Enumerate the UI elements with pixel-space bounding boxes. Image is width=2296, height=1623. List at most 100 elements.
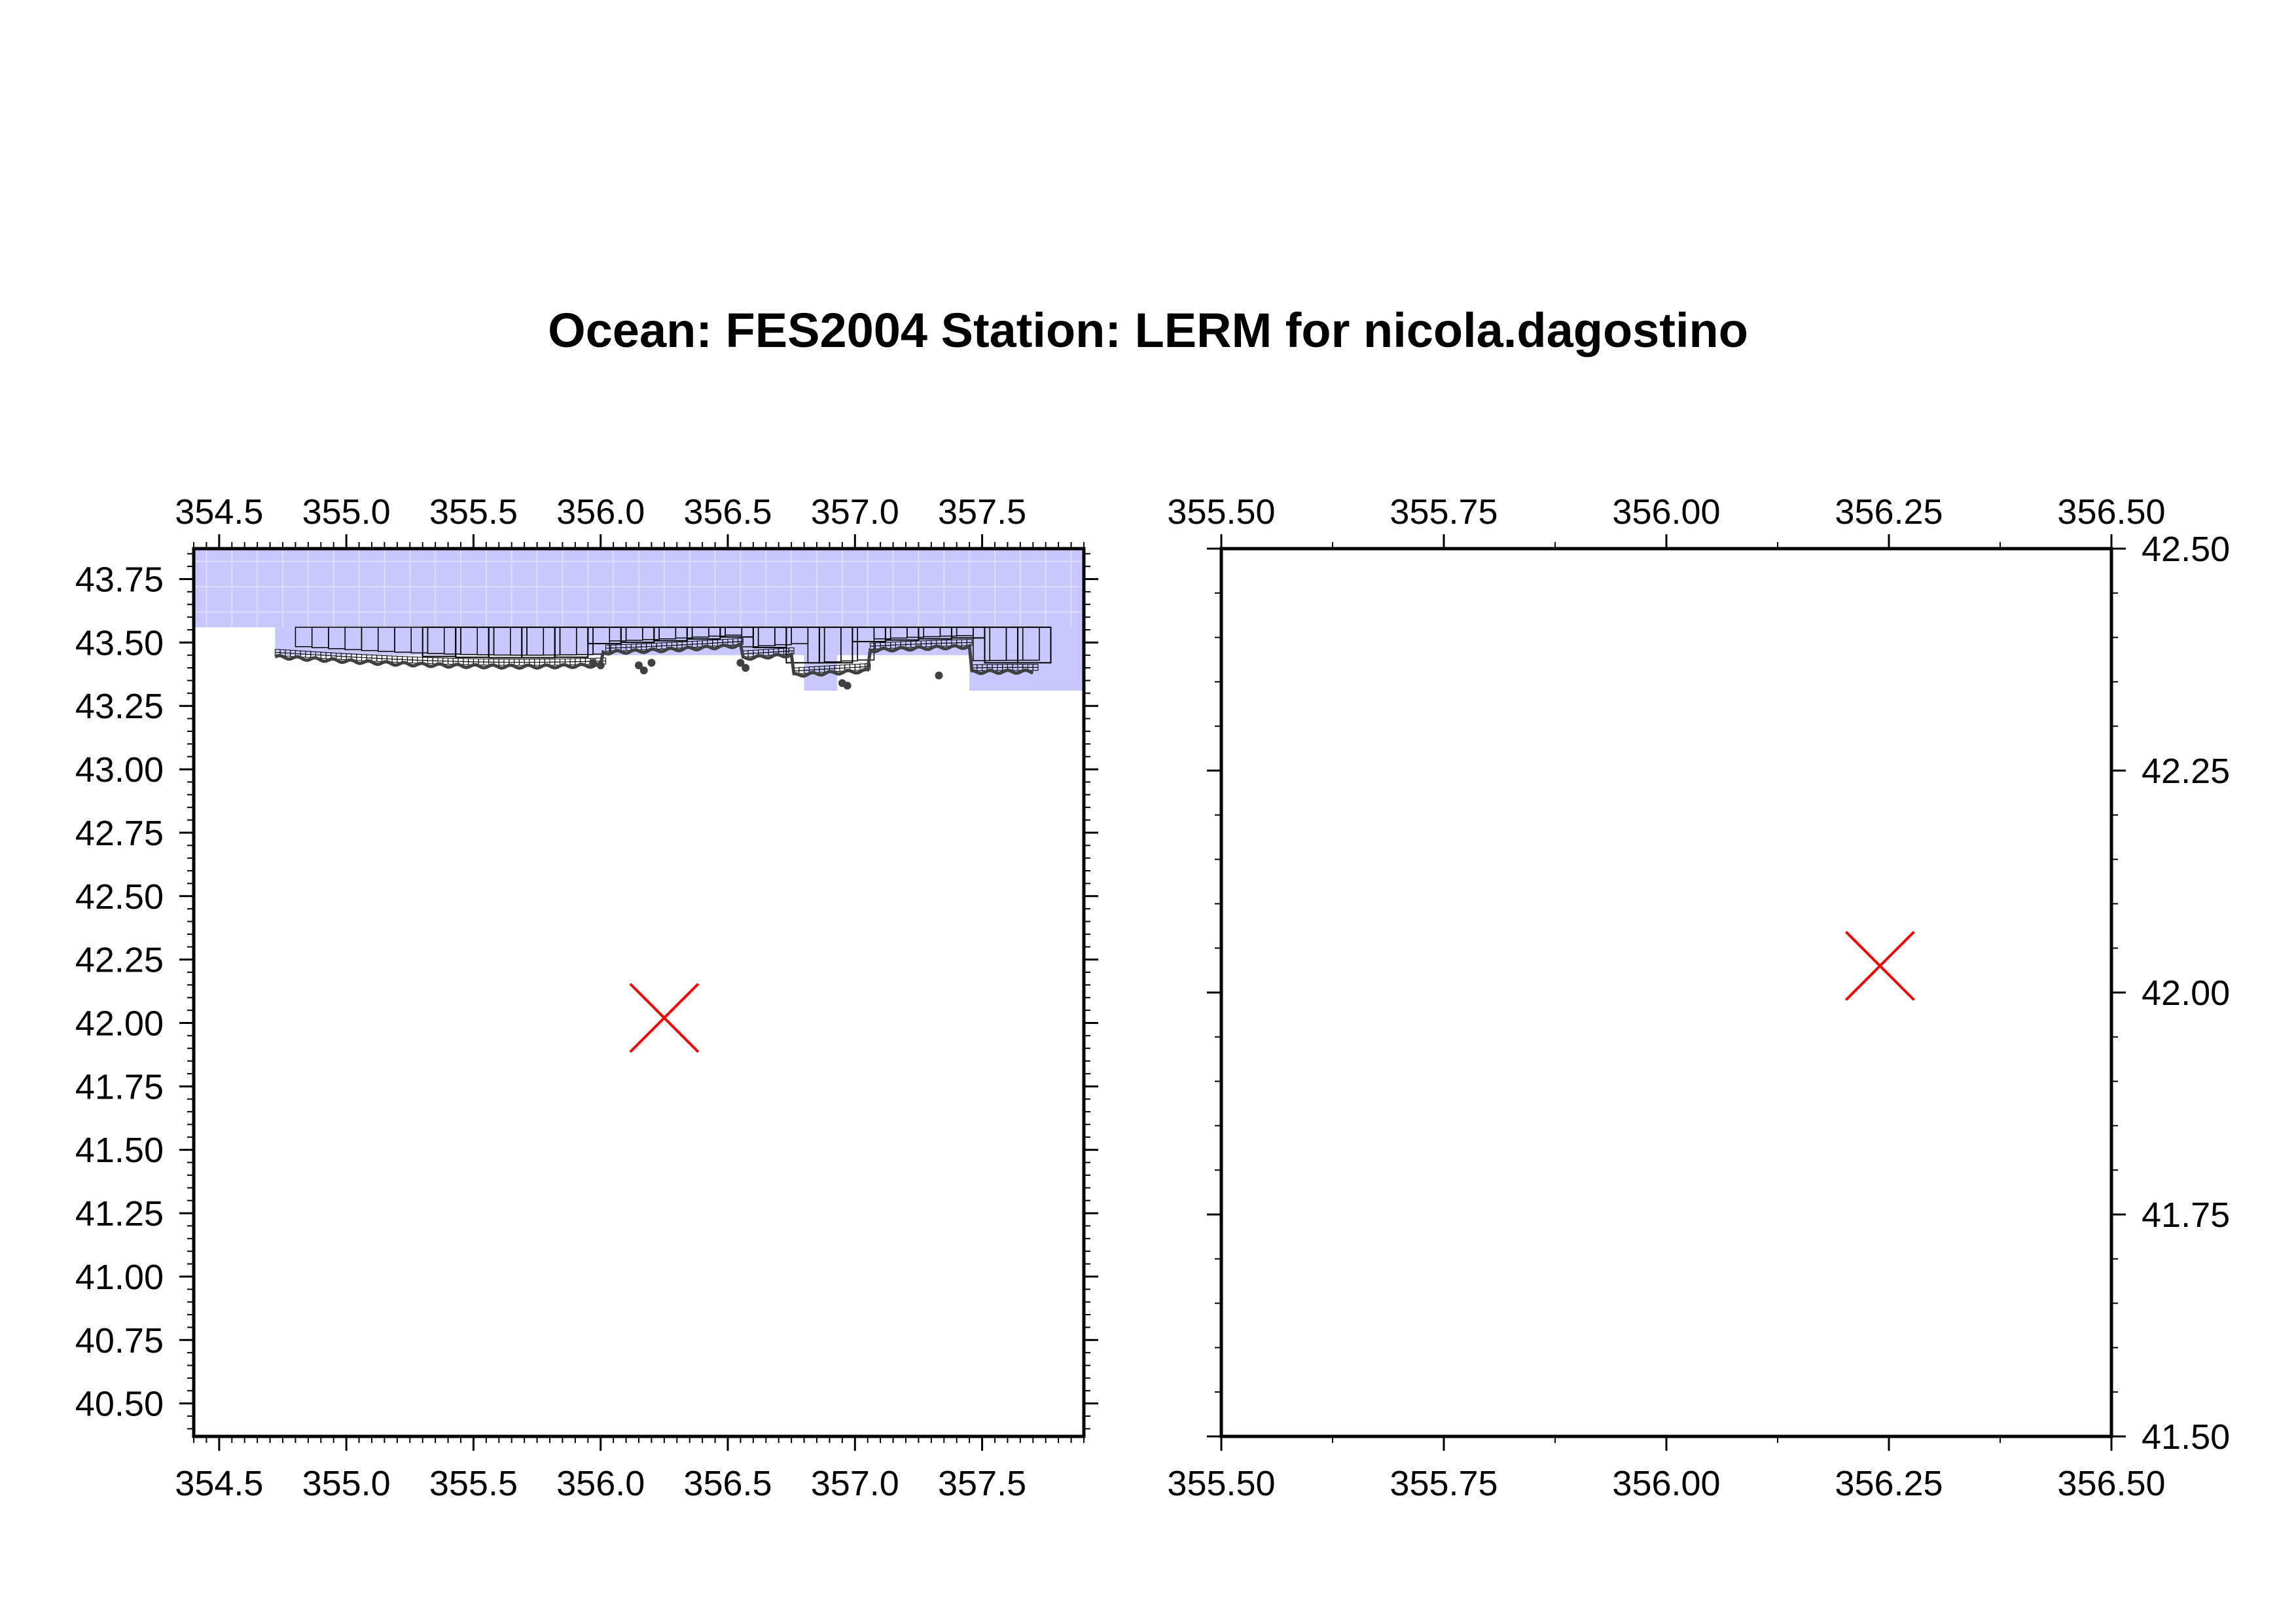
grid-cell: [509, 659, 515, 663]
grid-cell: [422, 657, 428, 661]
grid-cell: [514, 659, 520, 663]
grid-cell: [850, 664, 855, 668]
y-tick-label-right: 41.75: [2142, 1195, 2230, 1235]
y-tick-label-left: 41.25: [75, 1194, 164, 1233]
grid-cell: [534, 659, 540, 663]
x-tick-label-top: 357.5: [938, 492, 1026, 532]
y-tick-label-right: 42.50: [2142, 530, 2230, 569]
x-tick-label-bottom: 357.0: [811, 1464, 899, 1503]
y-tick-label-left: 43.25: [75, 687, 164, 726]
islet: [736, 659, 745, 667]
x-tick-label-bottom: 356.5: [683, 1464, 772, 1503]
x-tick-label-top: 355.75: [1390, 492, 1498, 532]
grid-cell: [340, 656, 347, 660]
station-marker-stroke: [629, 983, 700, 1053]
grid-cell: [437, 657, 444, 662]
x-tick-label-bottom: 356.50: [2057, 1464, 2165, 1503]
grid-cell: [397, 656, 403, 660]
grid-cell: [569, 661, 576, 665]
grid-cell: [560, 658, 565, 663]
grid-cell: [483, 661, 490, 666]
y-tick-label-left: 43.75: [75, 560, 164, 599]
y-tick-label-left: 40.75: [75, 1321, 164, 1360]
grid-cell: [483, 659, 490, 663]
islet: [935, 671, 943, 680]
islet: [635, 661, 643, 670]
grid-cell: [412, 659, 418, 664]
grid-cell: [839, 665, 846, 668]
grid-cell: [376, 658, 383, 662]
x-tick-label-top: 356.25: [1835, 492, 1943, 532]
grid-cell: [478, 658, 484, 663]
y-tick-label-left: 42.00: [75, 1004, 164, 1043]
x-tick-label-bottom: 355.0: [302, 1464, 391, 1503]
x-tick-label-top: 356.00: [1612, 492, 1720, 532]
grid-cell: [966, 639, 973, 643]
grid-cell: [498, 661, 505, 666]
grid-cell: [544, 659, 550, 663]
grid-cell: [539, 659, 545, 663]
x-tick-label-bottom: 355.50: [1167, 1464, 1275, 1503]
grid-cell: [376, 655, 383, 659]
y-tick-label-left: 43.00: [75, 750, 164, 790]
grid-cell: [402, 656, 408, 661]
x-tick-label-bottom: 356.00: [1612, 1464, 1720, 1503]
x-tick-label-bottom: 356.25: [1835, 1464, 1943, 1503]
y-tick-label-left: 41.75: [75, 1067, 164, 1106]
grid-cell: [427, 660, 433, 665]
grid-cell: [503, 659, 510, 663]
y-tick-label-left: 42.50: [75, 877, 164, 917]
grid-cell: [386, 655, 393, 659]
y-tick-label-left: 43.50: [75, 623, 164, 663]
grid-cell: [554, 659, 561, 663]
grid-cell: [524, 659, 530, 663]
x-tick-label-top: 355.0: [302, 492, 391, 532]
grid-cell: [412, 657, 418, 661]
grid-cell: [534, 662, 540, 666]
station-marker-stroke: [1844, 930, 1915, 1001]
grid-cell: [371, 655, 378, 659]
grid-cell: [463, 661, 469, 665]
islet: [589, 659, 598, 667]
grid-cell: [468, 658, 474, 663]
grid-cell: [493, 659, 499, 663]
grid-cell: [448, 661, 454, 665]
y-tick-label-right: 42.25: [2142, 752, 2230, 791]
grid-cell: [1022, 627, 1040, 661]
grid-cell: [320, 655, 327, 659]
grid-cell: [569, 658, 576, 663]
grid-cell: [788, 647, 795, 651]
y-tick-label-right: 42.00: [2142, 974, 2230, 1013]
x-tick-label-top: 356.50: [2057, 492, 2165, 532]
grid-cell: [457, 658, 464, 662]
grid-cell: [738, 638, 744, 642]
grid-cell: [859, 663, 866, 668]
grid-cell: [427, 657, 433, 661]
x-tick-label-bottom: 356.0: [556, 1464, 645, 1503]
map-frame: [1219, 547, 2113, 1438]
grid-cell: [463, 658, 469, 663]
grid-cell: [1032, 664, 1039, 668]
islet: [639, 666, 648, 674]
islet: [742, 664, 750, 672]
grid-cell: [452, 658, 459, 662]
islet: [596, 661, 605, 670]
grid-cell: [844, 664, 851, 668]
grid-cell: [549, 659, 556, 663]
grid-cell: [580, 658, 586, 662]
grid-cell: [391, 659, 398, 663]
islet: [647, 659, 656, 667]
grid-cell: [518, 662, 525, 666]
grid-cell: [857, 627, 875, 661]
y-tick-label-left: 42.75: [75, 814, 164, 853]
grid-cell: [518, 659, 525, 663]
islet: [843, 682, 852, 690]
x-tick-label-bottom: 354.5: [175, 1464, 263, 1503]
grid-cell: [406, 656, 413, 661]
x-tick-label-bottom: 355.75: [1390, 1464, 1498, 1503]
coastline: [274, 642, 1034, 678]
grid-cell: [854, 663, 861, 668]
grid-cell: [382, 655, 387, 659]
grid-cell: [417, 657, 423, 661]
